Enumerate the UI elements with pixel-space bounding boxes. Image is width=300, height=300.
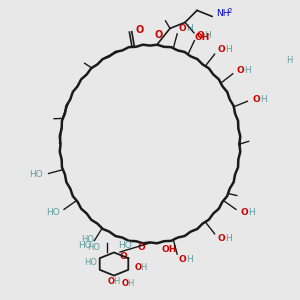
Text: O: O — [155, 30, 163, 40]
Text: OH: OH — [194, 33, 209, 42]
Text: O: O — [237, 66, 245, 75]
Text: O: O — [135, 262, 142, 272]
Text: O: O — [218, 45, 226, 54]
Text: H: H — [204, 31, 211, 40]
Text: HO: HO — [78, 241, 92, 250]
Text: HO: HO — [46, 208, 60, 217]
Text: H: H — [186, 24, 193, 33]
Text: H: H — [226, 45, 232, 54]
Text: O: O — [122, 279, 128, 288]
Text: OH: OH — [162, 244, 177, 253]
Text: O: O — [218, 234, 226, 243]
Text: HO: HO — [85, 258, 98, 267]
Text: O: O — [135, 25, 144, 35]
Text: O: O — [178, 24, 186, 33]
Text: O: O — [108, 278, 115, 286]
Text: HO: HO — [30, 170, 44, 179]
Text: O: O — [252, 95, 260, 104]
Text: H: H — [260, 95, 267, 104]
Text: HO: HO — [82, 236, 94, 244]
Text: O: O — [197, 31, 204, 40]
Text: H: H — [113, 278, 120, 286]
Text: O: O — [240, 208, 248, 217]
Text: H: H — [186, 255, 193, 264]
Text: 2: 2 — [228, 8, 232, 14]
Text: O: O — [178, 255, 186, 264]
Text: H: H — [248, 208, 255, 217]
Text: HO: HO — [88, 243, 100, 252]
Text: H: H — [226, 234, 232, 243]
Text: H: H — [140, 262, 147, 272]
Text: O: O — [137, 243, 145, 252]
Text: HO: HO — [118, 242, 132, 250]
Text: O: O — [119, 252, 127, 261]
Text: H: H — [127, 279, 133, 288]
Text: NH: NH — [217, 9, 230, 18]
Text: H: H — [286, 56, 293, 64]
Text: H: H — [244, 66, 251, 75]
